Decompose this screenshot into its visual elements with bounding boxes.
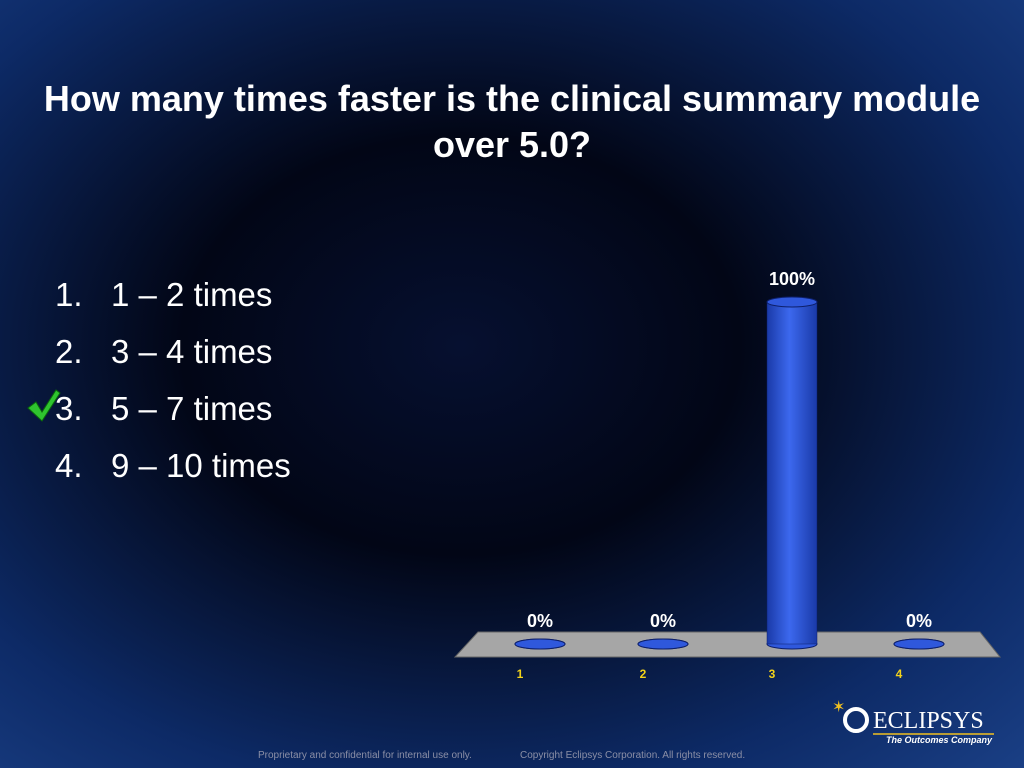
- option-text: 3 – 4 times: [111, 333, 273, 370]
- option-text: 9 – 10 times: [111, 447, 291, 484]
- value-label: 0%: [650, 611, 676, 631]
- bar: [766, 301, 818, 645]
- bar-cap: [893, 638, 945, 650]
- x-tick-label: 3: [769, 667, 776, 681]
- option-number: 3.: [55, 390, 83, 427]
- option-number: 4.: [55, 447, 83, 484]
- logo: ✶ ECLIPSYS The Outcomes Company: [832, 699, 994, 745]
- value-label: 0%: [527, 611, 553, 631]
- option: 3. 5 – 7 times: [55, 390, 272, 428]
- option: 2. 3 – 4 times: [55, 333, 272, 371]
- option: 4. 9 – 10 times: [55, 447, 291, 485]
- x-tick-label: 2: [640, 667, 647, 681]
- check-mark: [27, 389, 61, 422]
- bar-cap: [766, 296, 818, 308]
- option-number: 1.: [55, 276, 83, 313]
- logo-star: ✶: [832, 699, 845, 716]
- option: 1. 1 – 2 times: [55, 276, 272, 314]
- footer-copyright: Copyright Eclipsys Corporation. All righ…: [520, 750, 746, 761]
- option-number: 2.: [55, 333, 83, 370]
- bar-cap: [514, 638, 566, 650]
- logo-tagline: The Outcomes Company: [886, 735, 993, 745]
- x-tick-label: 4: [896, 667, 903, 681]
- value-label: 0%: [906, 611, 932, 631]
- option-text: 1 – 2 times: [111, 276, 273, 313]
- slide-title: How many times faster is the clinical su…: [43, 78, 981, 165]
- footer-notice: Proprietary and confidential for interna…: [258, 750, 472, 761]
- logo-mark: [843, 707, 869, 733]
- bar-cap: [637, 638, 689, 650]
- value-label: 100%: [769, 269, 815, 289]
- logo-name: ECLIPSYS: [873, 708, 984, 734]
- x-tick-label: 1: [517, 667, 524, 681]
- option-text: 5 – 7 times: [111, 390, 273, 427]
